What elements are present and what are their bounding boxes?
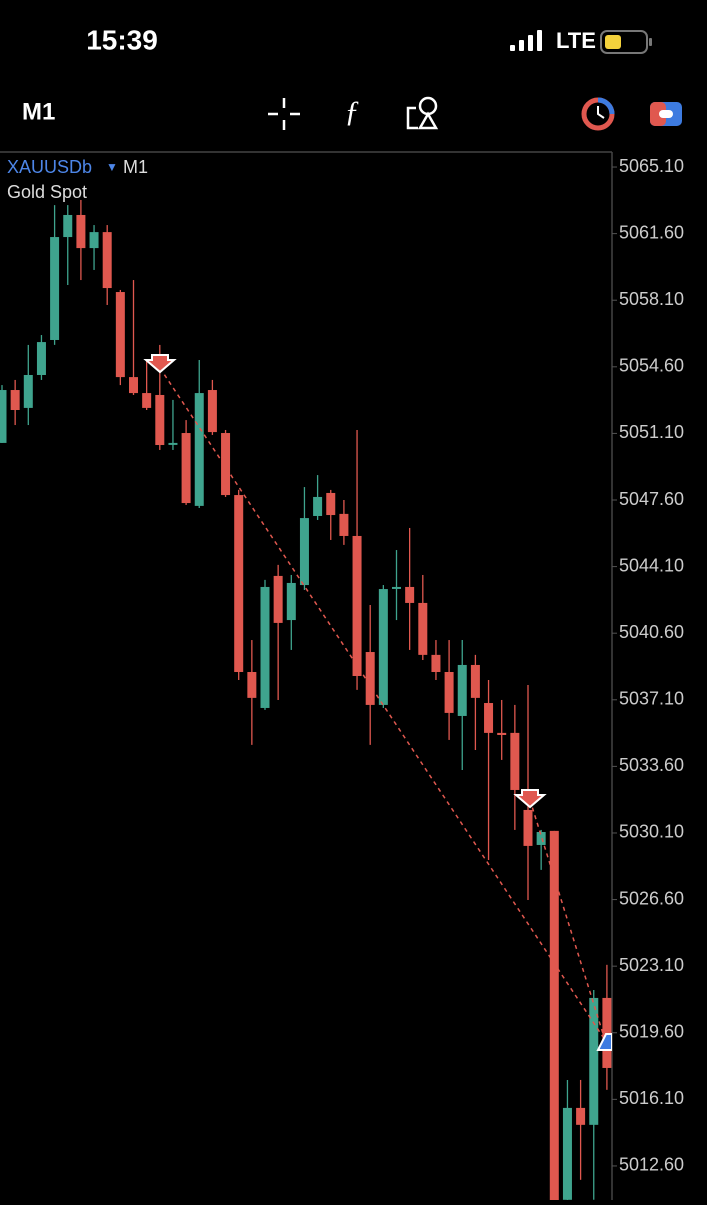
y-tick-label: 5054.60 [619, 356, 684, 376]
y-tick-label: 5061.60 [619, 222, 684, 242]
candle-body [102, 232, 112, 289]
symbol[interactable]: XAUUSDb [7, 157, 92, 177]
battery-icon [600, 30, 652, 54]
candle-body [444, 672, 454, 713]
candle-body [576, 1107, 586, 1125]
y-tick-label: 5033.60 [619, 755, 684, 775]
candle-body [129, 377, 138, 394]
candle-body [89, 232, 99, 249]
candle-body [352, 535, 362, 676]
candle-body [457, 664, 467, 716]
indicators-button[interactable]: ƒ [345, 95, 360, 128]
candle-body [36, 342, 46, 375]
candle-body [23, 374, 33, 408]
candle-body [260, 586, 270, 708]
clock: 15:39 [86, 24, 158, 55]
timeframe-button[interactable]: M1 [22, 98, 55, 125]
y-tick-label: 5012.60 [619, 1155, 684, 1175]
candle-body [221, 433, 231, 496]
trade-line [529, 799, 606, 1041]
y-tick-label: 5026.60 [619, 888, 684, 908]
candle-body [168, 442, 178, 445]
candle-body [549, 830, 559, 1200]
candles [0, 199, 612, 1200]
candle-body [418, 602, 428, 655]
y-tick-label: 5065.10 [619, 156, 684, 176]
candle-body [523, 809, 533, 846]
y-tick-label: 5023.10 [619, 955, 684, 975]
buy-arrow [596, 1033, 612, 1051]
trading-button[interactable] [581, 97, 615, 131]
candle-body [589, 997, 599, 1125]
candle-body [326, 492, 336, 516]
network-type: LTE [556, 28, 596, 53]
candle-body [392, 586, 401, 589]
y-tick-label: 5037.10 [619, 689, 684, 709]
y-tick-label: 5019.60 [619, 1022, 684, 1042]
signal-icon [510, 30, 542, 51]
y-axis: 5065.10 5061.60 5058.10 5054.60 5051.10 5047.… [612, 156, 684, 1175]
candle-body [194, 393, 204, 506]
chart-timeframe: M1 [123, 157, 148, 177]
candle-body [497, 732, 507, 735]
candle-body [76, 214, 86, 249]
candle-body [234, 495, 244, 673]
objects-button[interactable] [406, 96, 439, 130]
candle-body [155, 394, 165, 446]
crosshair-button[interactable] [268, 98, 300, 130]
candle-body [0, 390, 7, 443]
candle-body [484, 703, 494, 733]
symbol-description: Gold Spot [7, 182, 87, 202]
candle-body [50, 237, 60, 340]
candle-body [313, 496, 323, 516]
candle-body [510, 732, 520, 790]
candle-body [142, 393, 152, 408]
account-button[interactable] [650, 102, 682, 126]
candle-body [431, 654, 441, 673]
y-tick-label: 5047.60 [619, 489, 684, 509]
symbol-dropdown[interactable]: ▼ [106, 160, 118, 174]
y-tick-label: 5016.10 [619, 1088, 684, 1108]
candle-body [181, 433, 191, 504]
y-tick-label: 5030.10 [619, 822, 684, 842]
candle-body [63, 214, 73, 238]
y-tick-label: 5058.10 [619, 289, 684, 309]
candle-body [339, 513, 349, 536]
candle-body [273, 575, 283, 623]
candle-body [286, 582, 296, 621]
sell-arrow [513, 789, 547, 809]
y-tick-label: 5051.10 [619, 422, 684, 442]
candle-body [562, 1107, 572, 1200]
candle-body [247, 672, 257, 698]
candle-body [378, 589, 388, 705]
candle-body [602, 997, 612, 1068]
candle-body [536, 832, 546, 845]
sell-arrow [143, 354, 177, 374]
y-tick-label: 5040.60 [619, 622, 684, 642]
trade-line [159, 367, 606, 1041]
y-tick-label: 5044.10 [619, 555, 684, 575]
candle-body [299, 518, 309, 586]
trade-lines [143, 354, 612, 1051]
candle-body [365, 652, 375, 705]
candle-body [405, 586, 415, 603]
candle-body [207, 390, 217, 433]
candle-body [470, 664, 480, 698]
candle-body [115, 292, 125, 378]
candle-body [10, 390, 20, 411]
